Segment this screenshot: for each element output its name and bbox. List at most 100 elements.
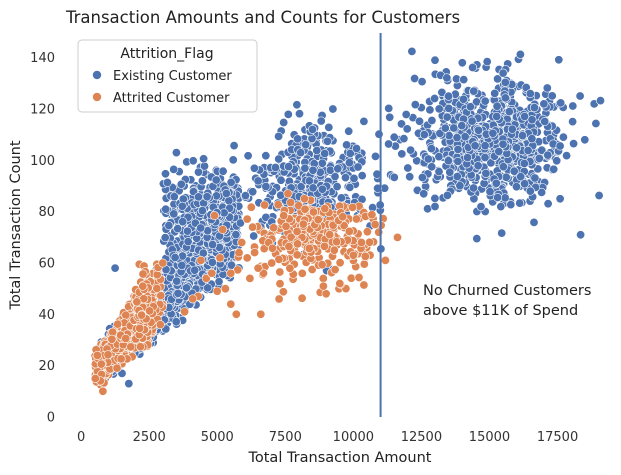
x-tick-label: 0 (77, 430, 85, 445)
data-point (359, 280, 369, 290)
data-point (384, 103, 394, 113)
data-point (155, 320, 165, 330)
data-point (457, 121, 467, 131)
x-axis-label: Total Transaction Amount (247, 450, 431, 466)
data-point (492, 112, 502, 122)
data-point (501, 172, 511, 182)
data-point (488, 128, 498, 138)
data-point (160, 233, 170, 243)
chart-title: Transaction Amounts and Counts for Custo… (65, 8, 460, 27)
data-point (196, 255, 206, 265)
data-point (121, 333, 131, 343)
data-point (442, 112, 452, 122)
data-point (335, 278, 345, 288)
data-point (169, 192, 179, 202)
data-point (437, 87, 447, 97)
data-point (249, 231, 259, 241)
data-point (342, 140, 352, 150)
data-point (440, 123, 450, 133)
data-point (385, 112, 395, 122)
data-point (354, 272, 364, 282)
data-point (292, 227, 302, 237)
data-point (275, 279, 285, 289)
data-point (423, 154, 433, 164)
data-point (218, 225, 228, 235)
data-point (494, 147, 504, 157)
data-point (442, 190, 452, 200)
points-layer (90, 46, 605, 396)
data-point (459, 75, 469, 85)
data-point (473, 161, 483, 171)
data-point (445, 167, 455, 177)
data-point (248, 222, 258, 232)
data-point (419, 130, 429, 140)
legend: Attrition_Flag Existing Customer Attrite… (77, 39, 258, 113)
data-point (558, 132, 568, 142)
data-point (208, 240, 218, 250)
data-point (397, 149, 407, 159)
data-point (188, 156, 198, 166)
data-point (162, 178, 172, 188)
data-point (482, 57, 492, 67)
data-point (405, 172, 415, 182)
data-point (313, 215, 323, 225)
data-point (98, 386, 108, 396)
data-point (359, 259, 369, 269)
data-point (228, 155, 238, 165)
data-point (220, 284, 230, 294)
data-point (211, 175, 221, 185)
data-point (212, 286, 222, 296)
data-point (562, 151, 572, 161)
data-point (207, 268, 217, 278)
data-point (321, 289, 331, 299)
data-point (336, 193, 346, 203)
x-tick-label: 17500 (537, 430, 578, 445)
data-point (325, 165, 335, 175)
data-point (270, 163, 280, 173)
data-point (554, 55, 564, 65)
data-point (365, 237, 375, 247)
data-point (278, 287, 288, 297)
data-point (279, 118, 289, 128)
data-point (515, 198, 525, 208)
data-point (338, 212, 348, 222)
legend-marker-existing (92, 70, 102, 80)
data-point (293, 134, 303, 144)
data-point (469, 183, 479, 193)
data-point (231, 230, 241, 240)
data-point (539, 99, 549, 109)
data-point (297, 268, 307, 278)
data-point (491, 178, 501, 188)
data-point (121, 310, 131, 320)
data-point (549, 164, 559, 174)
data-point (226, 268, 236, 278)
data-point (113, 319, 123, 329)
data-point (319, 241, 329, 251)
data-point (221, 189, 231, 199)
x-tick-label: 5000 (201, 430, 234, 445)
annotation-line-2: above $11K of Spend (423, 303, 578, 319)
data-point (178, 217, 188, 227)
data-point (164, 221, 174, 231)
data-point (296, 182, 306, 192)
data-point (525, 89, 535, 99)
data-point (467, 116, 477, 126)
data-point (509, 166, 519, 176)
data-point (443, 156, 453, 166)
data-point (296, 148, 306, 158)
data-point (444, 103, 454, 113)
data-point (177, 260, 187, 270)
data-point (556, 98, 566, 108)
data-point (202, 192, 212, 202)
data-point (172, 276, 182, 286)
data-point (256, 309, 266, 319)
data-point (543, 199, 553, 209)
data-point (297, 293, 307, 303)
legend-title: Attrition_Flag (120, 46, 213, 62)
data-point (300, 204, 310, 214)
data-point (293, 239, 303, 249)
data-point (442, 73, 452, 83)
data-point (380, 255, 390, 265)
legend-label-existing: Existing Customer (113, 69, 232, 84)
